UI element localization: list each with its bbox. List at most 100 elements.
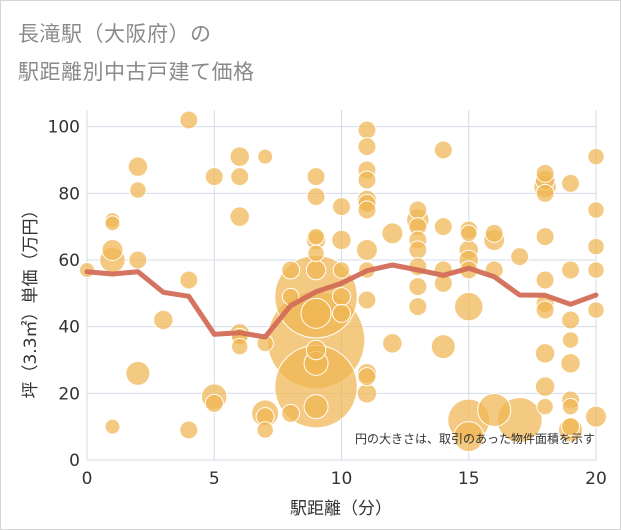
x-tick-label: 5 bbox=[209, 469, 220, 489]
bubble-point bbox=[408, 277, 428, 297]
y-axis-title: 坪（3.3㎡）単価（万円） bbox=[21, 201, 41, 398]
bubble-point bbox=[356, 383, 378, 404]
bubble-point bbox=[128, 250, 148, 270]
bubble-point bbox=[408, 200, 428, 220]
bubble-point bbox=[257, 148, 274, 165]
bubble-point bbox=[229, 146, 250, 167]
bubble-point bbox=[477, 393, 512, 427]
y-tick-label: 60 bbox=[58, 251, 80, 271]
bubble-point bbox=[230, 167, 250, 187]
bubble-point bbox=[357, 290, 377, 310]
bubble-point bbox=[230, 337, 249, 356]
bubble-point bbox=[484, 223, 504, 243]
bubble-point bbox=[587, 147, 605, 166]
chart-title-line-2: 駅距離別中古戸建て価格 bbox=[18, 60, 255, 84]
bubble-point bbox=[381, 222, 404, 245]
x-tick-label: 15 bbox=[458, 469, 480, 489]
y-tick-label: 0 bbox=[69, 451, 80, 471]
x-tick-label: 0 bbox=[82, 469, 93, 489]
bubble-point bbox=[104, 418, 121, 435]
bubble-point bbox=[281, 403, 301, 423]
bubble-point bbox=[357, 170, 377, 190]
bubble-point bbox=[587, 301, 605, 319]
bubble-point bbox=[306, 187, 326, 207]
bubble-point bbox=[355, 239, 378, 261]
bubble-point bbox=[332, 197, 351, 217]
bubble-point bbox=[430, 334, 456, 360]
bubble-point bbox=[561, 260, 581, 280]
bubble-point bbox=[535, 183, 555, 203]
bubble-point bbox=[281, 260, 301, 280]
bubble-point bbox=[357, 137, 377, 157]
bubble-point bbox=[408, 240, 428, 260]
bubble-point bbox=[303, 394, 329, 420]
bubble-point bbox=[408, 297, 428, 317]
bubble-point bbox=[534, 376, 556, 397]
bubble-point bbox=[357, 120, 377, 140]
x-tick-label: 20 bbox=[585, 469, 607, 489]
bubble-point bbox=[331, 229, 352, 251]
bubble-point bbox=[535, 300, 555, 320]
size-annotation: 円の大きさは、取引のあった物件面積を示す bbox=[355, 431, 595, 446]
bubble-point bbox=[585, 405, 607, 428]
bubble-point bbox=[101, 239, 124, 261]
bubble-point bbox=[561, 310, 581, 330]
bubble-point bbox=[561, 331, 580, 349]
bubble-point bbox=[204, 393, 224, 413]
bubble-point bbox=[587, 201, 605, 219]
bubble-point bbox=[357, 200, 377, 220]
bubble-point bbox=[357, 367, 377, 387]
average-price-line bbox=[84, 262, 599, 340]
bubble-point bbox=[306, 167, 326, 187]
bubble-point bbox=[179, 420, 199, 440]
y-tick-label: 40 bbox=[58, 318, 80, 338]
grid-lines bbox=[86, 110, 597, 461]
bubble-point bbox=[307, 244, 325, 263]
bubble-point bbox=[587, 261, 605, 279]
bubble-point bbox=[179, 110, 199, 130]
bubble-point bbox=[153, 309, 174, 331]
bubble-point bbox=[587, 237, 605, 256]
bubble-point bbox=[561, 397, 580, 416]
x-axis-title: 駅距離（分） bbox=[290, 499, 392, 519]
bubble-point bbox=[454, 291, 484, 322]
bubble-point bbox=[332, 261, 351, 279]
bubble-point bbox=[332, 287, 351, 307]
y-tick-label: 20 bbox=[58, 384, 80, 404]
bubble-point bbox=[433, 217, 453, 237]
bubble-point bbox=[332, 303, 351, 323]
bubble-point bbox=[256, 421, 274, 439]
bubble-point bbox=[460, 224, 478, 243]
chart-title-line-1: 長滝駅（大阪府）の bbox=[18, 22, 212, 46]
y-tick-label: 100 bbox=[48, 118, 80, 138]
bubble-point bbox=[433, 140, 453, 160]
bubble-point bbox=[179, 270, 199, 290]
bubble-point bbox=[300, 297, 332, 329]
bubble-point bbox=[535, 163, 555, 183]
tick-labels: 0 5 10 15 20 0 20 40 60 80 100 bbox=[48, 118, 607, 489]
bubble-point bbox=[229, 206, 250, 227]
bubble-point bbox=[305, 259, 327, 281]
bubble-point bbox=[560, 353, 581, 374]
bubble-point bbox=[535, 270, 555, 290]
y-tick-label: 80 bbox=[58, 184, 80, 204]
bubble-point bbox=[382, 333, 403, 354]
bubble-point bbox=[204, 167, 224, 187]
bubble-point bbox=[305, 339, 327, 361]
bubble-point bbox=[307, 227, 325, 246]
bubble-point bbox=[510, 247, 530, 267]
bubble-point bbox=[536, 397, 554, 416]
bubble-point bbox=[104, 215, 121, 232]
average-line-layer bbox=[84, 262, 599, 340]
bubble-point bbox=[125, 360, 151, 386]
bubble-point bbox=[127, 156, 149, 177]
bubble-point bbox=[129, 181, 147, 199]
bubble-point bbox=[561, 173, 581, 193]
bubble-point bbox=[561, 417, 581, 437]
bubble-point bbox=[534, 343, 556, 364]
bubbles bbox=[79, 110, 607, 453]
x-tick-label: 10 bbox=[331, 469, 353, 489]
bubble-point bbox=[453, 421, 485, 453]
bubble-point bbox=[535, 227, 555, 247]
